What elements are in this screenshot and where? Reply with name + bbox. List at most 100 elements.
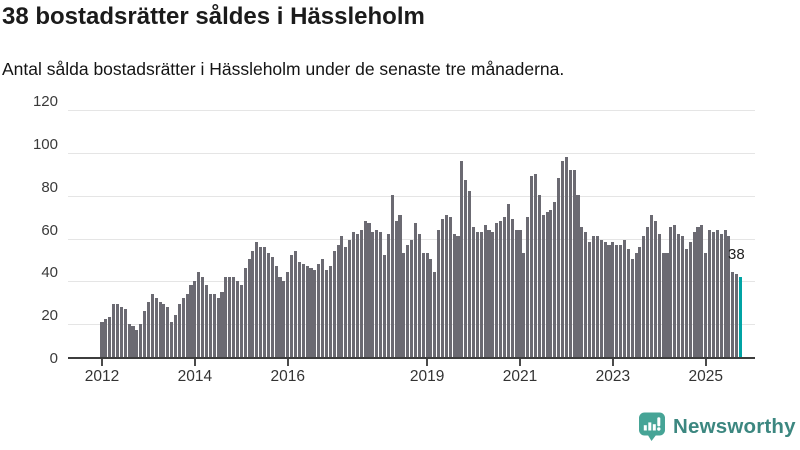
bar (731, 272, 735, 358)
bar (394, 220, 398, 358)
bar (522, 253, 526, 358)
bar (599, 240, 603, 358)
bar (727, 235, 731, 358)
bar (665, 253, 669, 358)
bar (696, 227, 700, 358)
bar (177, 304, 181, 358)
bar (162, 304, 166, 358)
bar (115, 304, 120, 358)
bar (398, 214, 402, 358)
x-axis-tick-label: 2021 (502, 368, 538, 385)
bar (340, 235, 344, 358)
bar (502, 216, 507, 358)
bar (181, 298, 185, 358)
bar (344, 246, 348, 358)
bar (417, 233, 421, 358)
bar (313, 270, 317, 358)
x-axis-line (68, 357, 755, 359)
bar (402, 253, 406, 358)
bar (576, 195, 580, 358)
bar (158, 302, 162, 358)
bar (286, 272, 290, 358)
bar (657, 233, 661, 358)
bar (723, 229, 727, 358)
bar (471, 227, 476, 358)
bar (533, 173, 537, 358)
bar (348, 240, 352, 358)
bar (429, 259, 433, 358)
bar (580, 227, 584, 358)
bar (282, 280, 286, 358)
bar (185, 293, 189, 358)
bar (386, 233, 390, 358)
bar (510, 218, 514, 358)
bar (410, 240, 414, 358)
x-axis-tick (518, 359, 521, 366)
bar (355, 233, 359, 358)
bar (460, 160, 464, 358)
bar (646, 227, 650, 358)
bar (545, 212, 549, 358)
bar (541, 214, 545, 358)
bar (638, 246, 642, 358)
y-axis-tick-label: 0 (49, 350, 58, 367)
bar (495, 223, 499, 358)
bar (352, 231, 356, 358)
bar (661, 253, 665, 358)
bar (220, 291, 224, 358)
bar (537, 195, 541, 358)
bar (278, 276, 282, 358)
x-axis-tick-label: 2016 (270, 368, 305, 385)
bar (475, 231, 479, 358)
x-axis-tick-label: 2012 (84, 368, 120, 385)
gridline (68, 238, 755, 240)
bar (649, 214, 654, 358)
bar (239, 285, 243, 358)
bar (549, 210, 553, 358)
bar (197, 272, 201, 358)
newsworthy-logo: Newsworthy (638, 411, 796, 442)
bar (324, 270, 328, 358)
bar (154, 298, 158, 358)
bar (297, 261, 301, 358)
x-axis-tick-label: 2019 (409, 368, 445, 385)
bar (518, 229, 522, 358)
x-axis-tick-label: 2014 (177, 368, 213, 385)
bar (255, 242, 259, 358)
bar (680, 235, 685, 358)
bar-chart: 0 20 40 60 80 100 120 2012 2014 2016 2019 2021 2023… (0, 92, 800, 392)
bar (704, 253, 708, 358)
bar (332, 250, 336, 358)
bar (719, 233, 723, 358)
bar (437, 229, 441, 358)
bar (293, 250, 298, 358)
bar (224, 276, 228, 358)
bar (626, 248, 630, 358)
x-axis-tick (611, 359, 614, 366)
bar (530, 175, 534, 358)
bar (131, 325, 135, 358)
x-axis-tick (286, 359, 289, 366)
bar (317, 263, 321, 358)
bar (506, 203, 510, 358)
bar (143, 310, 147, 358)
bar (441, 218, 445, 358)
bar (216, 298, 220, 358)
bar (634, 253, 638, 358)
bar (193, 280, 197, 358)
bar (208, 293, 212, 358)
gridline (68, 152, 755, 154)
bar (642, 235, 646, 358)
newsworthy-logo-text: Newsworthy (673, 414, 796, 438)
x-axis-tick (101, 359, 103, 366)
bar (464, 180, 468, 358)
x-axis-tick (426, 359, 429, 366)
bar (189, 285, 193, 358)
bar (266, 253, 270, 358)
y-axis-tick-label: 80 (41, 178, 58, 196)
bar (622, 240, 626, 358)
bar (715, 229, 719, 358)
bar (170, 321, 174, 358)
plot-area (68, 101, 755, 358)
bar (673, 225, 677, 358)
